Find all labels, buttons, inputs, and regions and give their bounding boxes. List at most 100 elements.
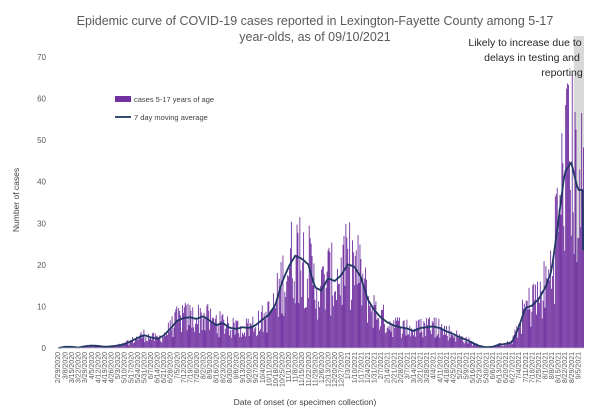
bar bbox=[443, 334, 444, 348]
bar bbox=[474, 344, 475, 348]
bar bbox=[249, 323, 251, 348]
bar bbox=[500, 343, 502, 348]
x-tick-label: 10/4/2020 bbox=[260, 352, 267, 383]
bar bbox=[382, 304, 384, 348]
bar bbox=[401, 333, 403, 348]
bar bbox=[321, 266, 323, 348]
bar bbox=[321, 269, 322, 348]
bar bbox=[564, 250, 566, 348]
bar bbox=[566, 88, 568, 348]
bar bbox=[335, 291, 336, 348]
bar bbox=[254, 328, 256, 348]
bar bbox=[375, 301, 377, 348]
bar bbox=[510, 340, 512, 348]
bar bbox=[416, 327, 418, 348]
x-tick-label: 3/15/2020 bbox=[69, 352, 76, 383]
x-tick-label: 11/15/2020 bbox=[299, 352, 306, 387]
bar bbox=[560, 214, 562, 348]
bar bbox=[523, 303, 525, 348]
bar bbox=[495, 345, 497, 348]
bar bbox=[464, 341, 466, 348]
bar bbox=[181, 332, 182, 348]
bar bbox=[298, 303, 300, 348]
bar bbox=[305, 307, 307, 348]
bar bbox=[229, 329, 231, 348]
bar bbox=[520, 321, 522, 348]
bar bbox=[256, 336, 258, 348]
bar bbox=[196, 319, 197, 348]
bar bbox=[138, 336, 140, 348]
bar bbox=[399, 327, 401, 348]
bar bbox=[207, 303, 209, 348]
bar bbox=[328, 247, 330, 348]
x-tick-label: 2/7/2021 bbox=[378, 352, 385, 379]
bar bbox=[185, 304, 187, 348]
bar bbox=[226, 325, 228, 348]
bar bbox=[122, 343, 124, 348]
x-tick-label: 5/9/2021 bbox=[464, 352, 471, 379]
bar bbox=[531, 311, 533, 348]
bar bbox=[225, 328, 227, 348]
bar bbox=[455, 341, 457, 348]
bar bbox=[158, 337, 160, 348]
bar bbox=[546, 278, 548, 348]
bar bbox=[403, 320, 405, 348]
x-tick-label: 12/6/2020 bbox=[319, 352, 326, 383]
bar bbox=[311, 255, 313, 348]
x-tick-label: 9/27/2020 bbox=[253, 352, 260, 383]
bar bbox=[577, 237, 579, 348]
bar bbox=[561, 133, 563, 348]
bar bbox=[415, 320, 417, 348]
bar bbox=[506, 343, 507, 348]
bar bbox=[246, 323, 248, 348]
bar bbox=[264, 319, 266, 348]
bar bbox=[354, 256, 356, 348]
bar bbox=[524, 309, 526, 348]
x-tick-label: 12/13/2020 bbox=[326, 352, 333, 387]
bar bbox=[263, 313, 265, 348]
x-tick-label: 9/6/2020 bbox=[234, 352, 241, 379]
bar bbox=[456, 330, 458, 348]
bar bbox=[143, 329, 145, 348]
bar bbox=[314, 299, 316, 348]
bar bbox=[569, 189, 571, 348]
bar bbox=[119, 345, 121, 348]
bar bbox=[184, 302, 186, 348]
bar bbox=[368, 305, 370, 348]
bar bbox=[333, 306, 335, 348]
bar bbox=[476, 344, 478, 348]
bar bbox=[420, 318, 422, 348]
bar bbox=[218, 337, 220, 348]
bar bbox=[435, 317, 437, 348]
bar bbox=[429, 330, 431, 348]
bar bbox=[578, 238, 580, 348]
bar bbox=[187, 303, 189, 348]
bar bbox=[530, 326, 532, 348]
bar bbox=[288, 276, 290, 348]
bar bbox=[387, 326, 389, 348]
x-tick-label: 3/8/2020 bbox=[63, 352, 70, 379]
bar bbox=[441, 324, 443, 348]
bar bbox=[393, 320, 395, 348]
bar bbox=[183, 307, 185, 348]
bar bbox=[140, 332, 142, 348]
bar bbox=[89, 345, 90, 348]
bar bbox=[125, 341, 127, 348]
bar bbox=[160, 341, 162, 348]
bar bbox=[457, 335, 459, 348]
bar bbox=[459, 334, 460, 348]
x-tick-label: 4/18/2021 bbox=[444, 352, 451, 383]
y-tick-label: 20 bbox=[37, 261, 46, 270]
bar bbox=[358, 282, 360, 348]
bar bbox=[150, 337, 151, 348]
bar bbox=[352, 252, 354, 348]
bar bbox=[98, 346, 100, 348]
bar bbox=[135, 336, 137, 348]
chart-title-line-2: year-olds, as of 09/10/2021 bbox=[239, 30, 391, 44]
x-tick-label: 5/31/2020 bbox=[141, 352, 148, 383]
bar bbox=[355, 250, 357, 348]
bar bbox=[419, 332, 421, 348]
bar bbox=[394, 327, 396, 348]
bar bbox=[348, 266, 350, 348]
bar bbox=[239, 337, 241, 348]
